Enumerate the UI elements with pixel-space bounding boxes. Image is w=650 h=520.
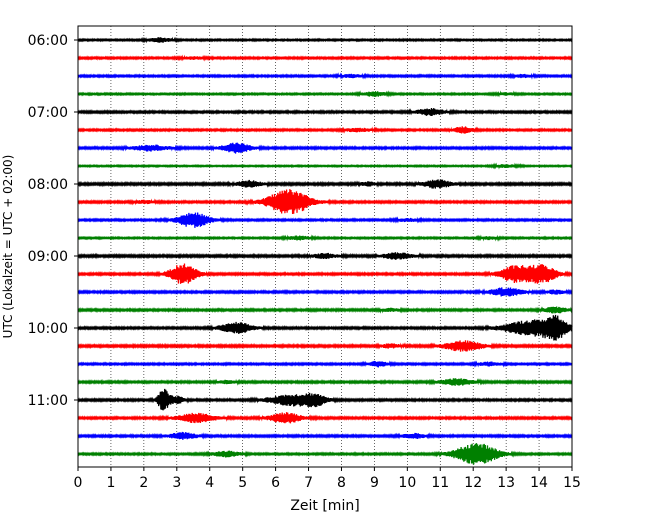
trace-0800 xyxy=(77,179,573,189)
trace-0815 xyxy=(77,189,573,214)
y-tick-label: 10:00 xyxy=(28,321,68,337)
y-axis-ticks: 06:00 07:00 08:00 09:00 10:00 11:00 xyxy=(28,33,78,409)
x-tick-label: 13 xyxy=(497,475,515,491)
x-tick-label: 10 xyxy=(398,475,416,491)
y-tick-label: 08:00 xyxy=(28,177,68,193)
y-tick-label: 06:00 xyxy=(28,33,68,49)
trace-0745 xyxy=(77,162,573,170)
trace-0845 xyxy=(77,234,573,242)
x-tick-label: 0 xyxy=(74,475,83,491)
trace-0630 xyxy=(77,72,573,80)
trace-1130 xyxy=(77,431,573,440)
x-axis-label: Zeit [min] xyxy=(290,498,359,514)
trace-0730 xyxy=(77,142,573,154)
trace-1145 xyxy=(77,443,573,465)
x-tick-label: 11 xyxy=(431,475,449,491)
trace-0645 xyxy=(77,90,573,98)
x-tick-label: 15 xyxy=(563,475,581,491)
x-tick-label: 6 xyxy=(271,475,280,491)
x-tick-label: 3 xyxy=(172,475,181,491)
trace-0700 xyxy=(77,108,573,117)
y-tick-label: 09:00 xyxy=(28,249,68,265)
trace-1000 xyxy=(77,314,573,341)
trace-0945 xyxy=(77,306,573,314)
y-tick-label: 11:00 xyxy=(28,393,68,409)
x-tick-label: 14 xyxy=(530,475,548,491)
x-tick-label: 4 xyxy=(205,475,214,491)
trace-0615 xyxy=(77,54,573,62)
trace-0830 xyxy=(77,212,573,228)
plot-frame xyxy=(77,25,573,468)
y-axis-label: UTC (Lokalzeit = UTC + 02:00) xyxy=(1,155,15,339)
x-tick-label: 2 xyxy=(139,475,148,491)
trace-1045 xyxy=(77,378,573,386)
trace-1015 xyxy=(77,340,573,352)
trace-1100 xyxy=(77,388,573,411)
trace-0930 xyxy=(77,287,573,297)
x-tick-label: 1 xyxy=(106,475,115,491)
x-tick-label: 7 xyxy=(304,475,313,491)
x-axis-ticks: 0 1 2 3 4 5 6 7 8 9 10 11 12 13 14 15 xyxy=(74,467,581,491)
trace-1030 xyxy=(77,360,573,368)
x-tick-label: 12 xyxy=(464,475,482,491)
x-tick-label: 9 xyxy=(370,475,379,491)
trace-0915 xyxy=(77,263,573,284)
trace-0600 xyxy=(77,36,573,44)
trace-0900 xyxy=(77,252,573,260)
trace-0715 xyxy=(77,126,573,134)
x-tick-label: 5 xyxy=(238,475,247,491)
x-tick-label: 8 xyxy=(337,475,346,491)
trace-1115 xyxy=(77,412,573,424)
trace-group xyxy=(77,36,573,465)
y-tick-label: 07:00 xyxy=(28,105,68,121)
